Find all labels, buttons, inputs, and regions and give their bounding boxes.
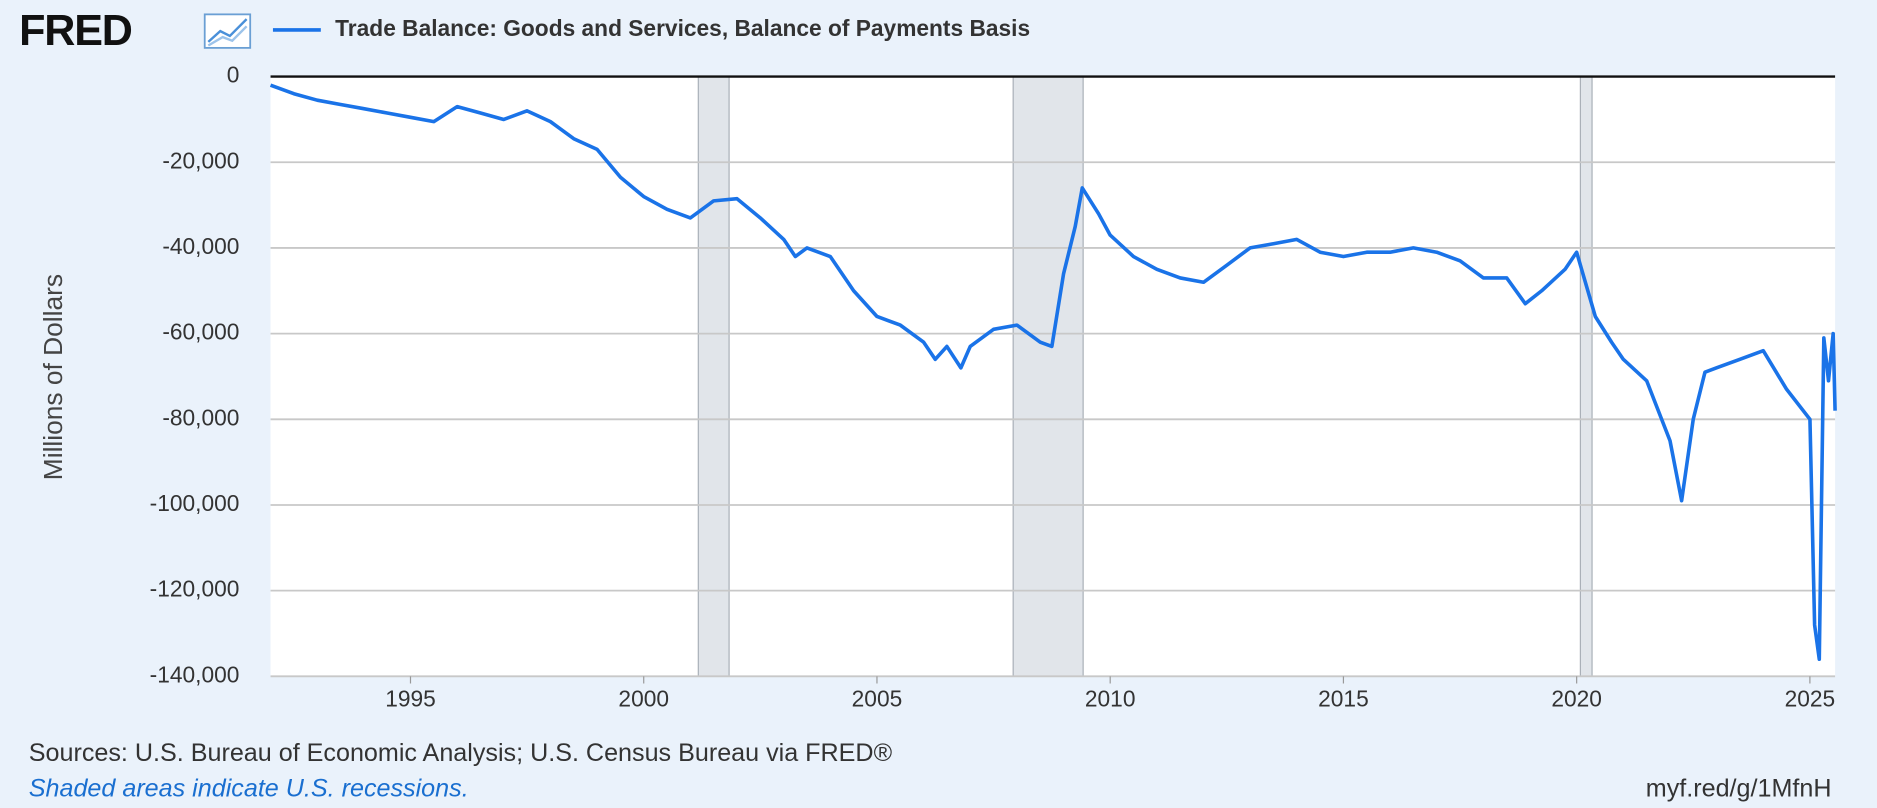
link[interactable]: myf.red/g/1MfnH (1646, 775, 1832, 803)
legend-label: Trade Balance: Goods and Services, Balan… (335, 15, 1030, 41)
y-tick-label: -100,000 (150, 490, 240, 516)
x-tick-label: 2000 (618, 685, 669, 711)
y-tick-label: -140,000 (150, 661, 240, 687)
x-tick-label: 2015 (1318, 685, 1369, 711)
y-tick-label: -80,000 (162, 404, 239, 430)
series-line (269, 83, 1837, 662)
y-tick-label: -40,000 (162, 233, 239, 259)
sources: Sources: U.S. Bureau of Economic Analysi… (29, 739, 893, 767)
y-tick-label: -60,000 (162, 319, 239, 345)
x-tick-label: 2005 (852, 685, 903, 711)
y-tick-label: -120,000 (150, 576, 240, 602)
x-tick-label: 2020 (1551, 685, 1602, 711)
recession-band (697, 76, 730, 677)
recession-note: Shaded areas indicate U.S. recessions. (29, 775, 469, 803)
x-tick-label: 2025 (1785, 685, 1836, 711)
logo-icon (203, 13, 252, 49)
recession-band (1579, 76, 1593, 677)
logo: FRED (19, 7, 132, 55)
x-tick-label: 1995 (385, 685, 436, 711)
x-tick-label: 2010 (1085, 685, 1136, 711)
recession-band (1012, 76, 1084, 677)
y-axis-label: Millions of Dollars (38, 274, 68, 480)
y-tick-label: 0 (227, 62, 240, 88)
y-tick-label: -20,000 (162, 147, 239, 173)
